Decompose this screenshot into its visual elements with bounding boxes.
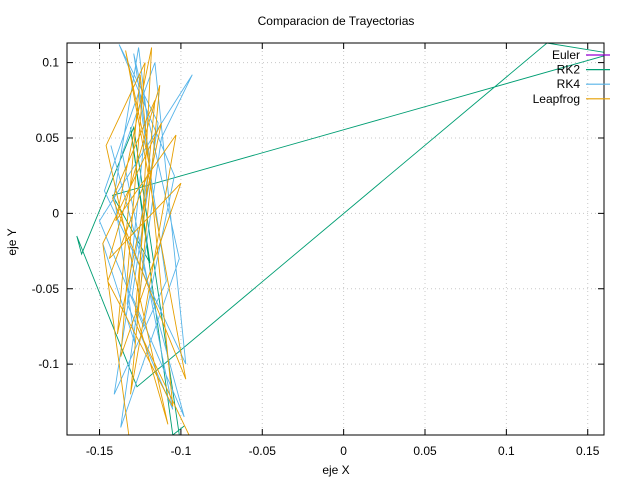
y-tick-label: 0 (52, 206, 59, 220)
x-tick-label: 0.1 (498, 444, 515, 458)
y-axis-label: eje Y (5, 228, 19, 255)
x-tick-label: 0.05 (413, 444, 437, 458)
legend-label-rk2: RK2 (557, 63, 581, 77)
x-axis-label: eje X (322, 463, 349, 477)
x-tick-label: 0 (340, 444, 347, 458)
series-line-rk2 (76, 43, 604, 435)
series-line-rk4 (98, 44, 193, 428)
x-tick-label: -0.15 (86, 444, 114, 458)
y-tick-label: -0.1 (38, 357, 59, 371)
x-tick-label: -0.05 (249, 444, 277, 458)
x-tick-label: -0.1 (171, 444, 192, 458)
chart-title: Comparacion de Trayectorias (258, 14, 415, 28)
series-layer (76, 43, 604, 435)
y-tick-label: -0.05 (32, 282, 60, 296)
series-line-leapfrog (102, 47, 190, 435)
y-tick-label: 0.05 (36, 131, 60, 145)
y-tick-label: 0.1 (42, 56, 59, 70)
x-tick-label: 0.15 (576, 444, 600, 458)
legend-label-rk4: RK4 (557, 77, 581, 91)
ticks: -0.15 -0.1 -0.05 0 0.05 0.1 0.15 -0.1 -0.05 0 0.05… (32, 43, 604, 458)
legend-label-leapfrog: Leapfrog (533, 92, 580, 106)
grid (67, 43, 604, 435)
legend-label-euler: Euler (552, 48, 580, 62)
plot-frame (66, 42, 605, 436)
